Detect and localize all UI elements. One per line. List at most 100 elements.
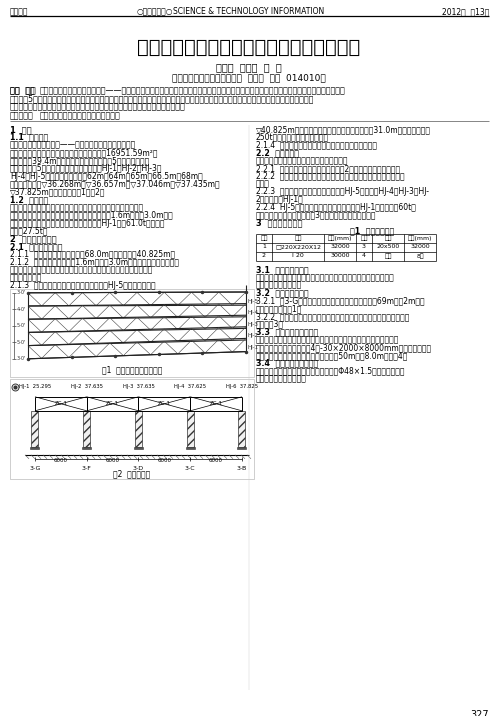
Text: 2.1.3  桁架梁又北向南排列，处于最南侧的HJ-5梁的安装高度为: 2.1.3 桁架梁又北向南排列，处于最南侧的HJ-5梁的安装高度为 [10, 281, 156, 290]
Text: 合运用了板架钢方梁结构及钢结构，总建筑面积16951.59m²，: 合运用了板架钢方梁结构及钢结构，总建筑面积16951.59m²， [10, 148, 159, 158]
Text: 道木: 道木 [384, 253, 392, 258]
Text: 3.2.1  在3-G轴线外侧搭设拼装用支架，拼架支架长69m，宽2m，支: 3.2.1 在3-G轴线外侧搭设拼装用支架，拼架支架长69m，宽2m，支 [256, 296, 425, 306]
Text: 表1  支架材料用表: 表1 支架材料用表 [350, 226, 395, 236]
Text: 吊车的站位，行走路线应坚实平整，对地基板转的基础采用卵石碎砾，: 吊车的站位，行走路线应坚实平整，对地基板转的基础采用卵石碎砾， [256, 335, 399, 344]
Text: 大跨度钢结构空间管桁架梁滑移法施工技术: 大跨度钢结构空间管桁架梁滑移法施工技术 [137, 38, 361, 57]
Bar [30, 447, 39, 449]
Bar [10, 289, 254, 377]
Text: HJ-2: HJ-2 [248, 334, 259, 339]
Text: 【关键词】: 【关键词】 [10, 111, 34, 120]
Text: 2.2.3  桁架梁由南向北安装，即先安装HJ-5，再安装HJ-4，HJ-3，HJ-: 2.2.3 桁架梁由南向北安装，即先安装HJ-5，再安装HJ-4，HJ-3，HJ… [256, 188, 429, 196]
Text: 3-D: 3-D [133, 466, 144, 471]
Text: 2.2  方案的确定: 2.2 方案的确定 [256, 148, 299, 158]
Text: 3-B: 3-B [237, 466, 247, 471]
Text: 【摘  要】: 【摘 要】 [10, 86, 34, 95]
Bar [239, 411, 246, 447]
Text: ▽37.825m，平面布置见图1，图2。: ▽37.825m，平面布置见图1，图2。 [10, 188, 105, 196]
Text: 2，最后安装HJ-1。: 2，最后安装HJ-1。 [256, 195, 304, 204]
Text: 2.1.4  施工受场地地块小，无制作场地，另外工期紧。: 2.1.4 施工受场地地块小，无制作场地，另外工期紧。 [256, 140, 377, 150]
Text: 重均为27.5t。: 重均为27.5t。 [10, 226, 48, 236]
Text: □220X220X12: □220X220X12 [275, 244, 321, 249]
Text: 长度(mm): 长度(mm) [328, 235, 352, 241]
Text: 【摘  要】: 【摘 要】 [10, 86, 36, 95]
Text: SCIENCE & TECHNOLOGY INFORMATION: SCIENCE & TECHNOLOGY INFORMATION [173, 7, 325, 16]
Text: 2  施工方案的确定: 2 施工方案的确定 [10, 234, 56, 243]
Text: 2.1.2  桁架截为矩形，宽度1.6m，高度3.0m，桁架梁从支座里侧开始: 2.1.2 桁架截为矩形，宽度1.6m，高度3.0m，桁架梁从支座里侧开始 [10, 258, 179, 266]
Text: 3-F: 3-F [82, 466, 92, 471]
Text: 2012年  第13期: 2012年 第13期 [442, 7, 489, 16]
Text: 30000: 30000 [330, 253, 350, 258]
Bar [238, 447, 247, 449]
Text: 空间设有5榀钢管桁架型梁型，由于其自重大、跨度大、安装高度高、施工场地地块小、施工难度大、费率程度高，根据施工现场实际情况，结构: 空间设有5榀钢管桁架型梁型，由于其自重大、跨度大、安装高度高、施工场地地块小、施… [10, 94, 314, 103]
Text: 节，见图3。: 节，见图3。 [256, 320, 284, 329]
Text: ▽40.825m，距建筑外侧吊车站位处距离远，均为31.0m，安装时，采用: ▽40.825m，距建筑外侧吊车站位处距离远，均为31.0m，安装时，采用 [256, 125, 431, 134]
Text: 4-0': 4-0' [17, 306, 26, 311]
Text: 6000: 6000 [209, 458, 223, 463]
Text: 3-0': 3-0' [17, 357, 26, 362]
Text: 2.1  工程特点及难点: 2.1 工程特点及难点 [10, 242, 62, 251]
Text: 钢管桁架梁的上、下主弦为四根无缝钢管弦杆，腹杆为无缝钢管；: 钢管桁架梁的上、下主弦为四根无缝钢管弦杆，腹杆为无缝钢管； [10, 203, 144, 212]
Text: 架搭设用材料见表1。: 架搭设用材料见表1。 [256, 304, 302, 313]
Text: 250t履带吊无法一次安装到位。: 250t履带吊无法一次安装到位。 [256, 132, 329, 142]
Text: 2: 2 [262, 253, 266, 258]
Text: 8根: 8根 [416, 253, 424, 258]
Text: 规格: 规格 [294, 235, 302, 241]
Text: 3: 3 [362, 244, 366, 249]
Bar [82, 447, 91, 449]
Text: 图2  筒柱立面图: 图2 筒柱立面图 [113, 470, 151, 479]
Text: HJ-5: HJ-5 [248, 299, 259, 304]
Text: ZC-1: ZC-1 [54, 401, 67, 406]
Text: 构件的自身特点，钢结构钢管桁架梁的安装采用了滑移施工技术，收到了理想效果。: 构件的自身特点，钢结构钢管桁架梁的安装采用了滑移施工技术，收到了理想效果。 [10, 102, 186, 111]
Text: 根据以上所述工程特点，确定施工方案如下：: 根据以上所述工程特点，确定施工方案如下： [256, 156, 348, 165]
Text: 科技信息: 科技信息 [10, 7, 28, 16]
Text: 根据施工安装需要，在每根筒柱四周采用Φ48×1.5钢管搭设安装人: 根据施工安装需要，在每根筒柱四周采用Φ48×1.5钢管搭设安装人 [256, 367, 406, 376]
Text: 规格: 规格 [384, 235, 392, 241]
Text: 2.2.4  HJ-5梁安装采用滑移方法安装；由于HJ-1自重较大重60t，: 2.2.4 HJ-5梁安装采用滑移方法安装；由于HJ-1自重较大重60t， [256, 203, 416, 212]
Text: 于英丽  王显斌  吕  洁: 于英丽 王显斌 吕 洁 [216, 62, 282, 72]
Text: 2.1.1  钢管桁架跨度大，最长达68.0m，安装高度达40.825m。: 2.1.1 钢管桁架跨度大，最长达68.0m，安装高度达40.825m。 [10, 250, 175, 258]
Text: HJ-4  37.625: HJ-4 37.625 [174, 384, 206, 389]
Text: 大剧院工程；钢结构管桁架梁；滑移法: 大剧院工程；钢结构管桁架梁；滑移法 [40, 111, 121, 120]
Text: ZC-1: ZC-1 [210, 401, 223, 406]
Text: 安装前对筒柱顶部预埋铁件进行检查，验收工作，不符合要求的进行: 安装前对筒柱顶部预埋铁件进行检查，验收工作，不符合要求的进行 [256, 273, 395, 282]
Text: 5-0': 5-0' [17, 340, 26, 345]
Text: HJ-4，HJ-5，桁架梁跨度分别为62m，64m，65m，66.5m，68m，: HJ-4，HJ-5，桁架梁跨度分别为62m，64m，65m，66.5m，68m， [10, 172, 203, 181]
Text: ZC-1: ZC-1 [158, 401, 171, 406]
Text: 3.3  吊车站位及场地清理: 3.3 吊车站位及场地清理 [256, 328, 318, 337]
Text: 序号: 序号 [260, 235, 268, 241]
Text: 32000: 32000 [410, 244, 430, 249]
Text: HJ-3: HJ-3 [248, 321, 259, 326]
Bar [10, 379, 254, 479]
Text: 1.1  工程概况: 1.1 工程概况 [10, 132, 48, 142]
Text: 6000: 6000 [157, 458, 171, 463]
Text: 3-G: 3-G [29, 466, 41, 471]
Text: ○建筑与工程○: ○建筑与工程○ [137, 7, 173, 16]
Bar [187, 411, 194, 447]
Text: I 20: I 20 [292, 253, 304, 258]
Text: HJ-1: HJ-1 [248, 345, 259, 350]
Text: 建筑总高为39.4m，在大剧院首厅两侧各设有5榀钢柱，对称布: 建筑总高为39.4m，在大剧院首厅两侧各设有5榀钢柱，对称布 [10, 156, 150, 165]
Bar [135, 411, 142, 447]
Text: （中国二冶第二建筑工程公司  内蒙古  包头  014010）: （中国二冶第二建筑工程公司 内蒙古 包头 014010） [172, 73, 326, 82]
Text: HJ-1  25.295: HJ-1 25.295 [19, 384, 51, 389]
Text: 2.2.1  选择合适的管桁架制作场地，分2个车间分别制作钢架梁。: 2.2.1 选择合适的管桁架制作场地，分2个车间分别制作钢架梁。 [256, 164, 400, 173]
Text: 32000: 32000 [330, 244, 350, 249]
Text: 3.2.2  支架必须坚固稳定，且可以根据每根钢桁架梁的具体尺寸进行调: 3.2.2 支架必须坚固稳定，且可以根据每根钢桁架梁的具体尺寸进行调 [256, 312, 409, 321]
Text: 3  安装施工前准备: 3 安装施工前准备 [256, 218, 302, 228]
Text: 5-0': 5-0' [17, 324, 26, 329]
Text: 3-C: 3-C [185, 466, 196, 471]
Text: HJ-3  37.635: HJ-3 37.635 [123, 384, 154, 389]
Text: 图1  空中桁架梁平面布置图: 图1 空中桁架梁平面布置图 [102, 366, 162, 374]
Text: HJ-4: HJ-4 [248, 310, 259, 315]
Bar [83, 411, 90, 447]
Bar [186, 447, 195, 449]
Text: 1  概况: 1 概况 [10, 125, 31, 134]
Text: 向下，向北两个方向起弧，每根梁的长度及安装高度不同，由北向南逐: 向下，向北两个方向起弧，每根梁的长度及安装高度不同，由北向南逐 [10, 266, 153, 274]
Text: 在吊装作业时要处压固坚垫4张-30×2000×8000mm钢板，以保证吊: 在吊装作业时要处压固坚垫4张-30×2000×8000mm钢板，以保证吊 [256, 343, 432, 352]
Text: 包头市国际会展中心科技馆项目——大剧院工程，在结构设计中综合运用了框架、剪力墙钢筋及钢结构，从建筑总体观看上，在大剧院首厅上方: 包头市国际会展中心科技馆项目——大剧院工程，在结构设计中综合运用了框架、剪力墙钢… [40, 86, 346, 95]
Text: 置，共上设有5根空间钢管桁架型梁，分别为HJ-1，HJ-2，HJ-3，: 置，共上设有5根空间钢管桁架型梁，分别为HJ-1，HJ-2，HJ-3， [10, 164, 163, 173]
Text: 联结点框架结构的架梁，其截面形式为矩形，宽度1.6m，高度3.0m，另: 联结点框架结构的架梁，其截面形式为矩形，宽度1.6m，高度3.0m，另 [10, 211, 174, 220]
Text: HJ-6  37.825: HJ-6 37.825 [226, 384, 258, 389]
Text: 3-0': 3-0' [17, 290, 26, 295]
Text: 6000: 6000 [106, 458, 120, 463]
